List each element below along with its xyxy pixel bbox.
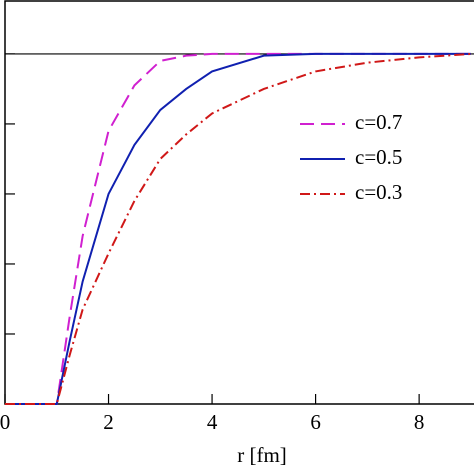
series-line (5, 52, 471, 405)
x-tick-label: 6 (310, 410, 321, 434)
legend-label: c=0.3 (355, 180, 402, 204)
series-line (5, 52, 471, 405)
x-tick-label: 2 (103, 410, 114, 434)
x-tick-label: 0 (0, 410, 10, 434)
x-tick-label: 4 (207, 410, 218, 434)
legend-label: c=0.7 (355, 110, 402, 134)
series-line (5, 52, 471, 405)
x-tick-label: 8 (414, 410, 425, 434)
legend-label: c=0.5 (355, 145, 402, 169)
plot-frame (4, 0, 474, 405)
x-axis-label: r [fm] (237, 443, 287, 467)
